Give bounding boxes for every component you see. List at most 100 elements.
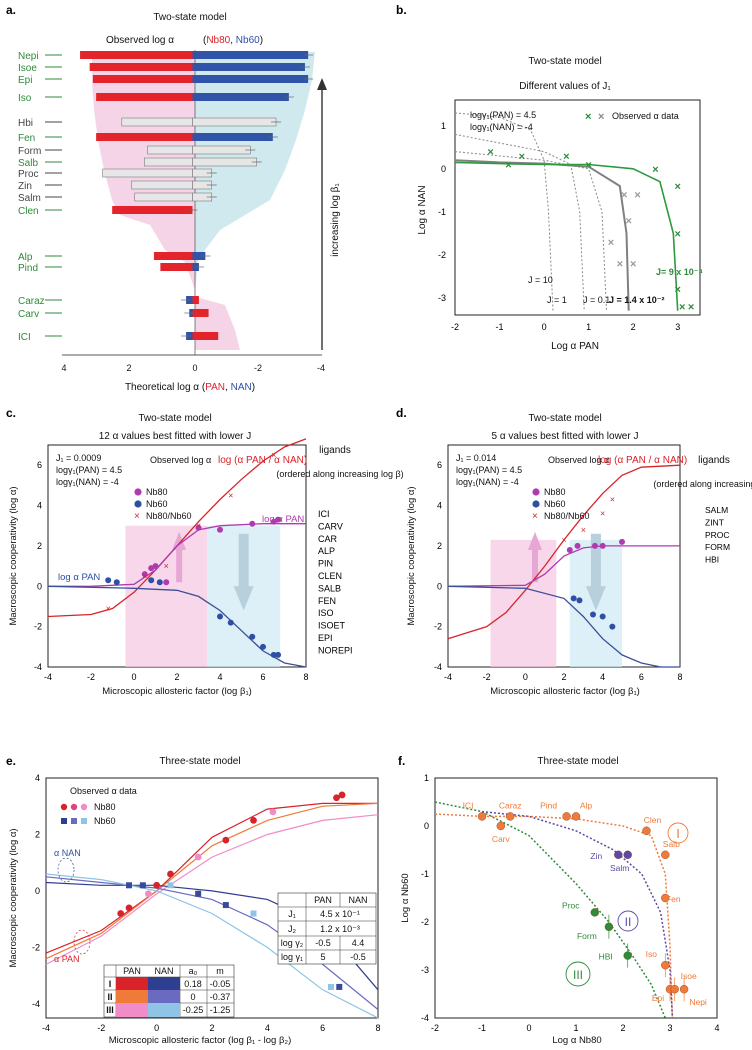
table-cell: I	[109, 979, 112, 989]
theoretical-pan-area-low	[195, 298, 240, 350]
table-cell: -1.25	[210, 1005, 231, 1015]
panel-b-title: Two-state model	[528, 56, 601, 67]
nb60-point	[167, 882, 174, 889]
nb80-point	[152, 563, 159, 570]
ligand-item: CARV	[318, 521, 343, 531]
y-tick: 0	[424, 821, 429, 831]
x-tick: 2	[631, 322, 636, 332]
gamma-nan: logγ₁(NAN) = -4	[470, 122, 533, 132]
x-tick: -2	[483, 672, 491, 682]
x-tick: 8	[677, 672, 682, 682]
nb80-point	[591, 542, 598, 549]
nb60-point	[336, 983, 343, 990]
x-tick: 3	[667, 1023, 672, 1033]
table-header: PAN	[123, 966, 141, 976]
panel-f-label: f.	[398, 754, 405, 768]
ligand-note: (ordered along increasing log β)	[653, 479, 752, 489]
category-label: Carv	[18, 309, 39, 320]
panel-e-title: Three-state model	[159, 756, 240, 767]
nb60-point	[249, 633, 256, 640]
observed-header: Observed log α	[548, 455, 609, 465]
panel-e: e. Three-state model -4 -2 0 2 4 6 8 4 2 0 -2 -4 Ob…	[6, 754, 381, 1046]
panel-d-label: d.	[396, 406, 407, 420]
ligand-item: ICI	[318, 509, 330, 519]
alpha-pan-label: α PAN	[54, 954, 80, 964]
observed-legend: (Nb80, Nb60)	[203, 35, 263, 46]
nb80-point	[125, 904, 133, 912]
ligand-point	[614, 850, 623, 859]
y-tick: -1	[421, 869, 429, 879]
table-cell: -0.5	[350, 952, 366, 962]
bar-nb80	[112, 206, 193, 214]
curve-2	[447, 585, 680, 668]
param-gamma-pan: logγ₁(PAN) = 4.5	[56, 465, 122, 475]
panel-f-ylabel: Log α Nb60	[400, 873, 411, 922]
panel-c: c. Two-state model 12 α values best fitt…	[6, 406, 404, 697]
j-label: J = 1	[547, 295, 567, 305]
category-label: Epi	[18, 75, 32, 86]
group-iii-label: III	[573, 968, 583, 982]
category-label: Clen	[18, 206, 39, 217]
panel-b: b. Two-state model Different values of J…	[396, 3, 703, 352]
category-label: Form	[18, 146, 41, 157]
x-tick: -4	[444, 672, 452, 682]
ligand-item: SALM	[705, 505, 728, 515]
table-cell: log γ₂	[281, 938, 304, 948]
bar-nb60	[192, 63, 305, 71]
bar-nb80	[192, 309, 209, 317]
panel-a-xlabel: Theoretical log α (PAN, NAN)	[125, 382, 255, 393]
point-label: Zin	[590, 851, 602, 861]
ligand-point	[679, 985, 689, 994]
j-label: J = 0.1	[583, 295, 610, 305]
param-gamma-nan: logγ₁(NAN) = -4	[56, 477, 119, 487]
panel-a-bars	[80, 51, 314, 340]
table-cell: 0.18	[184, 979, 202, 989]
ligand-point	[661, 893, 670, 903]
panel-a-title: Two-state model	[153, 12, 226, 23]
x-tick: 2	[209, 1023, 214, 1033]
group-i-badge	[667, 822, 689, 844]
ligand-header: ligands	[319, 445, 351, 456]
panel-b-plot: ××× ×× ××××× ×× ×××××-2 -1 0 1 2 310-1-2-3	[438, 112, 694, 332]
x-tick: -4	[44, 672, 52, 682]
ligand-point	[590, 908, 599, 917]
nb80-point	[275, 516, 282, 523]
point-label: HBI	[599, 952, 613, 962]
nb60-point	[327, 983, 334, 990]
nb80-point	[117, 910, 125, 917]
data-point: ×	[617, 258, 623, 270]
panel-d: d. Two-state model 5 α values best fitte…	[396, 406, 752, 697]
ligand-item: ALP	[318, 546, 335, 556]
category-label: Proc	[18, 169, 39, 180]
bar-nb80	[102, 168, 193, 178]
panel-f-frame	[434, 777, 718, 1019]
ligand-header: ligands	[698, 455, 730, 466]
table-cell: -0.05	[210, 979, 231, 989]
x-tick: 2	[620, 1023, 625, 1033]
nb80-point	[141, 571, 148, 578]
panel-d-xlabel: Microscopic allosteric factor (log β₁)	[490, 686, 640, 697]
x-tick: 2	[561, 672, 566, 682]
nb80-point	[222, 836, 230, 844]
param-j: J₁ = 0.0009	[56, 453, 101, 463]
beta-arrow-label: increasing log β₁	[330, 183, 341, 257]
pan-ellipse	[73, 929, 91, 955]
legend-x-grey-icon: ×	[598, 111, 604, 123]
ligand-item: ZINT	[705, 517, 724, 527]
nb80-point	[153, 881, 161, 889]
nb80-point	[194, 853, 202, 861]
curve-1	[447, 545, 680, 587]
bar-nb80	[192, 296, 199, 304]
point-label: Iso	[646, 949, 658, 959]
y-tick: -4	[32, 999, 40, 1009]
legend-nb60: Nb60	[544, 499, 566, 509]
data-point: ×	[652, 164, 658, 176]
y-tick: -4	[434, 662, 442, 672]
x-tick: 4	[600, 672, 605, 682]
curve-0	[454, 112, 554, 311]
ligand-item: FORM	[705, 542, 730, 552]
panel-b-subtitle: Different values of J₁	[519, 81, 611, 92]
nb60-point	[217, 613, 223, 620]
pan-left-label: log α PAN	[58, 572, 100, 583]
